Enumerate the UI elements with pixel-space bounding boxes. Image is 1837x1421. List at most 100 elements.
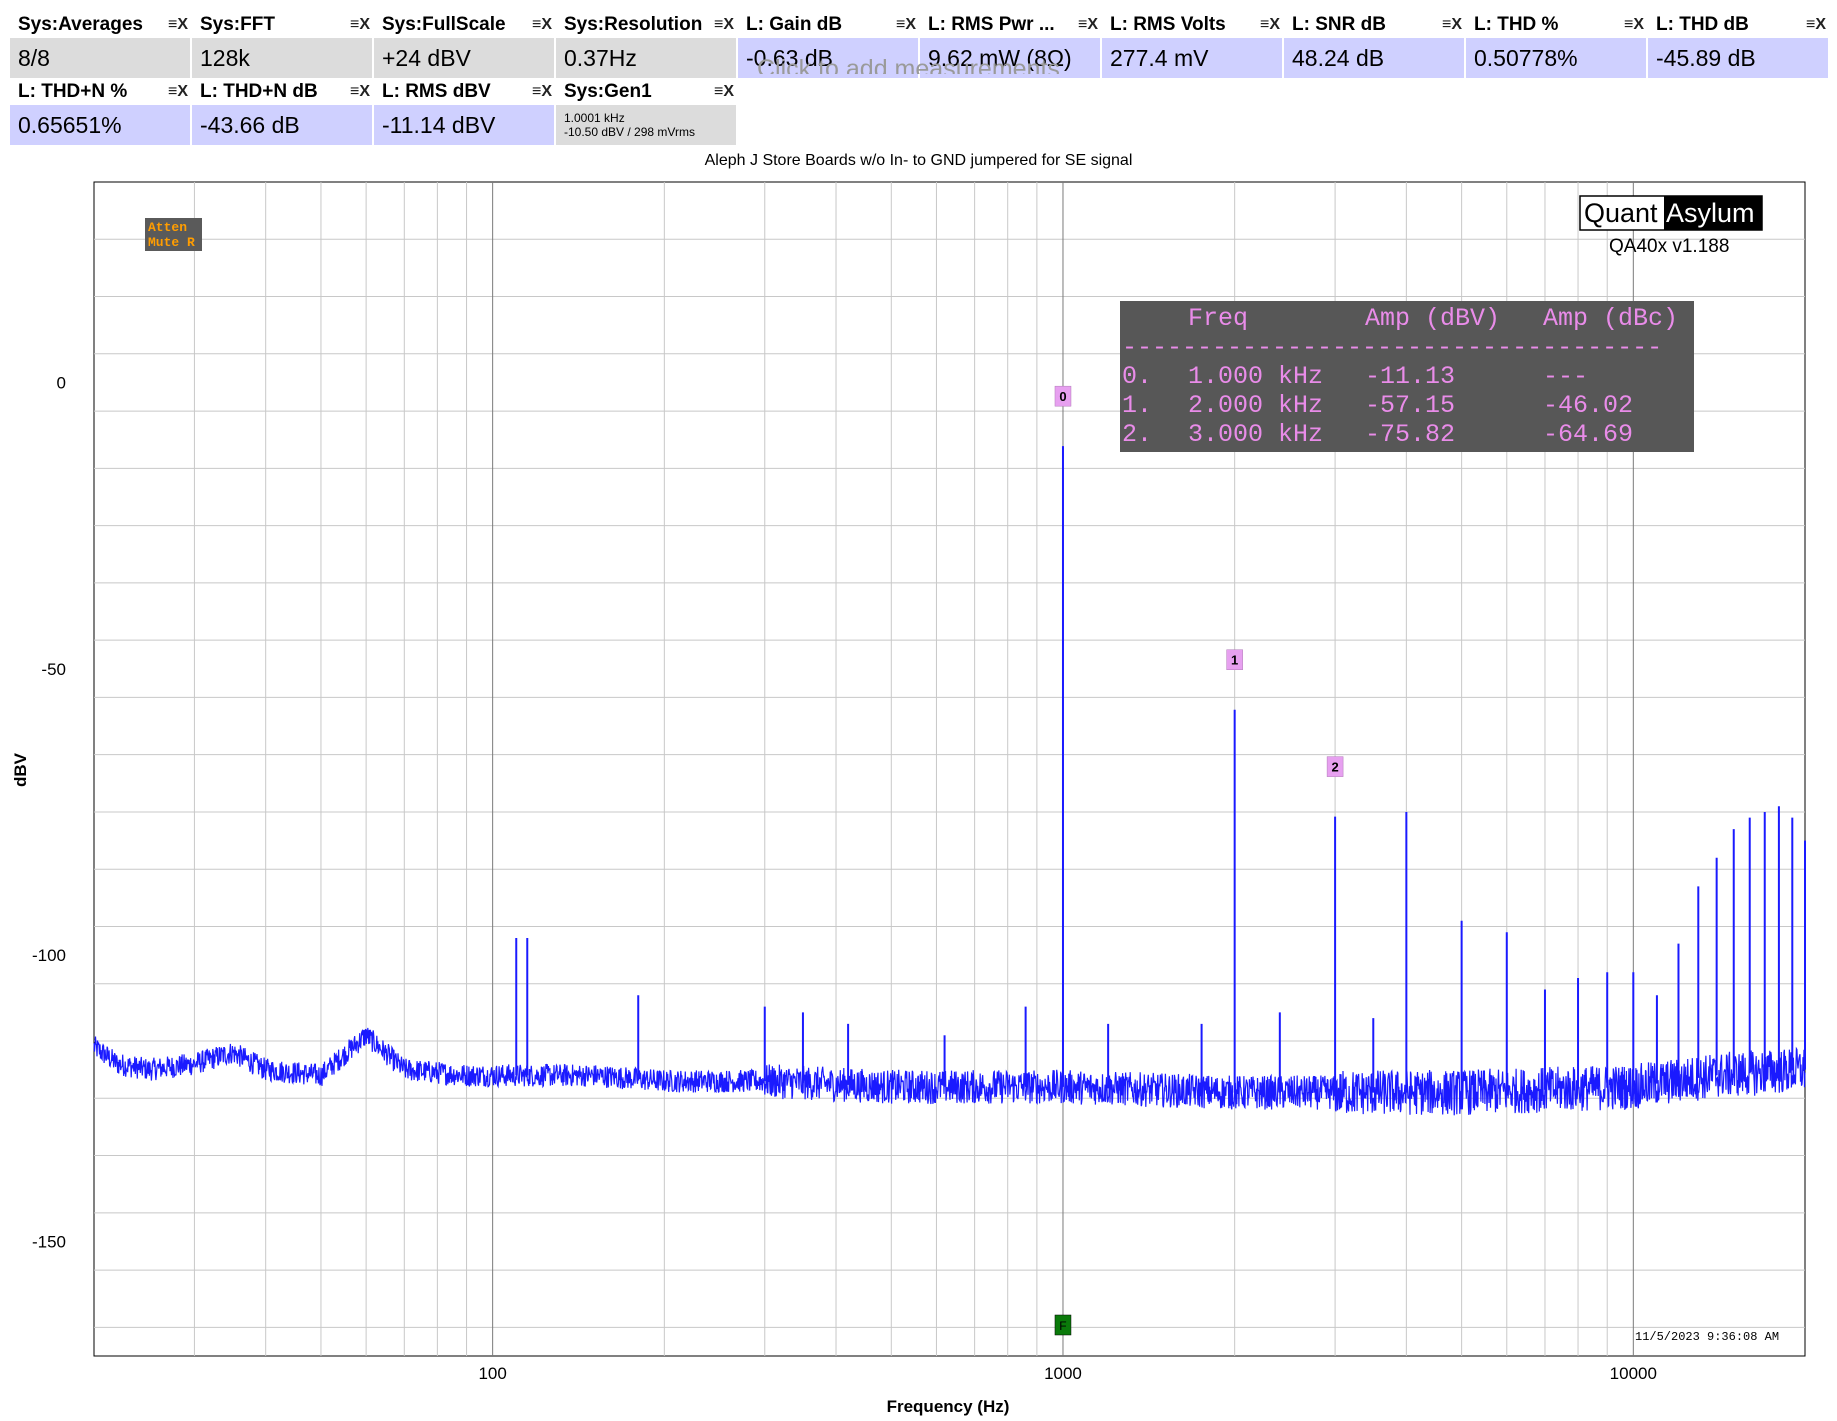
tile-title: Sys:Averages <box>10 12 190 38</box>
measurement-tile[interactable]: L: RMS dBV ≡X -11.14 dBV <box>374 79 554 145</box>
tile-controls: ≡X <box>528 83 552 101</box>
measurement-tile[interactable]: L: THD+N dB ≡X -43.66 dB <box>192 79 372 145</box>
tile-close-icon[interactable]: X <box>541 83 552 100</box>
tile-close-icon[interactable]: X <box>359 83 370 100</box>
tile-controls: ≡X <box>1256 16 1280 34</box>
tile-controls: ≡X <box>1074 16 1098 34</box>
tile-menu-icon[interactable]: ≡ <box>349 16 360 33</box>
tile-controls: ≡X <box>1438 16 1462 34</box>
harmonic-marker <box>1326 756 1344 777</box>
harmonic-table-cell: 1.000 kHz <box>1188 362 1323 391</box>
version-label: QA40x v1.188 <box>1609 236 1729 257</box>
tile-controls: ≡X <box>346 16 370 34</box>
measurement-tile[interactable]: Sys:FullScale ≡X +24 dBV <box>374 12 554 78</box>
tile-value: -0.63 dB <box>738 38 918 78</box>
tile-close-icon[interactable]: X <box>1815 16 1826 33</box>
tile-value: 0.50778% <box>1466 38 1646 78</box>
tile-close-icon[interactable]: X <box>1633 16 1644 33</box>
timestamp: 11/5/2023 9:36:08 AM <box>1635 1330 1779 1344</box>
harmonic-table-header: Amp (dBc) <box>1543 304 1678 333</box>
measurement-tile[interactable]: L: THD dB ≡X -45.89 dB <box>1648 12 1828 78</box>
measurement-tile[interactable]: L: SNR dB ≡X 48.24 dB <box>1284 12 1464 78</box>
tile-close-icon[interactable]: X <box>723 16 734 33</box>
tile-title: L: SNR dB <box>1284 12 1464 38</box>
tile-close-icon[interactable]: X <box>1269 16 1280 33</box>
spectrum-trace <box>93 446 1806 1116</box>
tile-title: L: RMS dBV <box>374 79 554 105</box>
tile-controls: ≡X <box>528 16 552 34</box>
measurement-tile[interactable]: Sys:Averages ≡X 8/8 <box>10 12 190 78</box>
tile-title: L: THD dB <box>1648 12 1828 38</box>
tile-menu-icon[interactable]: ≡ <box>1805 16 1816 33</box>
tile-close-icon[interactable]: X <box>905 16 916 33</box>
tile-menu-icon[interactable]: ≡ <box>531 16 542 33</box>
tile-value: 1.0001 kHz -10.50 dBV / 298 mVrms <box>556 105 736 145</box>
tile-menu-icon[interactable]: ≡ <box>1259 16 1270 33</box>
tile-controls: ≡X <box>1620 16 1644 34</box>
tile-value: 277.4 mV <box>1102 38 1282 78</box>
tile-menu-icon[interactable]: ≡ <box>167 16 178 33</box>
tile-menu-icon[interactable]: ≡ <box>713 16 724 33</box>
tile-controls: ≡X <box>710 16 734 34</box>
measurement-tile[interactable]: Sys:Gen1 ≡X 1.0001 kHz -10.50 dBV / 298 mVr… <box>556 79 736 145</box>
tile-value: -11.14 dBV <box>374 105 554 145</box>
tile-controls: ≡X <box>1802 16 1826 34</box>
tile-title: L: THD+N dB <box>192 79 372 105</box>
tile-title: L: Gain dB <box>738 12 918 38</box>
tile-menu-icon[interactable]: ≡ <box>349 83 360 100</box>
y-tick-label: -50 <box>41 660 66 679</box>
harmonic-table-header: Amp (dBV) <box>1365 304 1500 333</box>
harmonic-marker-label: 1 <box>1231 653 1238 668</box>
tile-title: Sys:Gen1 <box>556 79 736 105</box>
tile-menu-icon[interactable]: ≡ <box>1623 16 1634 33</box>
measurement-tile[interactable]: L: THD % ≡X 0.50778% <box>1466 12 1646 78</box>
tile-close-icon[interactable]: X <box>1087 16 1098 33</box>
tile-value: +24 dBV <box>374 38 554 78</box>
measurement-tile[interactable]: Sys:FFT ≡X 128k <box>192 12 372 78</box>
add-measurements-hint[interactable]: Click to add measurements <box>757 55 1060 74</box>
harmonic-marker-label: 0 <box>1059 389 1066 404</box>
noise-floor-line <box>93 1027 1806 1116</box>
tile-close-icon[interactable]: X <box>1451 16 1462 33</box>
measurement-tile[interactable]: L: RMS Pwr ... ≡X 9.62 mW (8Ω) <box>920 12 1100 78</box>
brand-logo-right: Asylum <box>1666 198 1755 228</box>
gen-frequency: 1.0001 kHz <box>564 111 625 125</box>
x-tick-label: 1000 <box>1044 1364 1082 1383</box>
atten-label: Atten <box>148 220 187 235</box>
tile-value: 0.37Hz <box>556 38 736 78</box>
tile-close-icon[interactable]: X <box>723 83 734 100</box>
tile-close-icon[interactable]: X <box>359 16 370 33</box>
tile-close-icon[interactable]: X <box>177 83 188 100</box>
tile-value: 9.62 mW (8Ω) <box>920 38 1100 78</box>
harmonic-table-cell: -57.15 <box>1365 391 1455 420</box>
brand-logo-dark <box>1664 196 1762 230</box>
y-tick-label: -150 <box>32 1232 66 1251</box>
tile-controls: ≡X <box>892 16 916 34</box>
measurement-tile[interactable]: L: RMS Volts ≡X 277.4 mV <box>1102 12 1282 78</box>
tile-value: -45.89 dB <box>1648 38 1828 78</box>
tile-value: 128k <box>192 38 372 78</box>
harmonic-marker <box>1054 385 1072 407</box>
tile-controls: ≡X <box>346 83 370 101</box>
harmonic-table-cell: 2. <box>1122 420 1152 449</box>
tile-close-icon[interactable]: X <box>541 16 552 33</box>
tile-menu-icon[interactable]: ≡ <box>531 83 542 100</box>
y-axis-label: dBV <box>11 752 30 787</box>
tile-close-icon[interactable]: X <box>177 16 188 33</box>
tile-menu-icon[interactable]: ≡ <box>895 16 906 33</box>
measurement-tile[interactable]: Sys:Resolution ≡X 0.37Hz <box>556 12 736 78</box>
harmonic-table-cell: 2.000 kHz <box>1188 391 1323 420</box>
tile-title: Sys:FullScale <box>374 12 554 38</box>
measurement-tile[interactable]: L: Gain dB ≡X -0.63 dB <box>738 12 918 78</box>
measurement-tile[interactable]: L: THD+N % ≡X 0.65651% <box>10 79 190 145</box>
tile-menu-icon[interactable]: ≡ <box>1077 16 1088 33</box>
harmonic-markers: 0 1 2 F <box>1054 385 1344 1336</box>
tile-menu-icon[interactable]: ≡ <box>167 83 178 100</box>
tile-menu-icon[interactable]: ≡ <box>1441 16 1452 33</box>
mute-label: Mute R <box>148 235 195 250</box>
tile-menu-icon[interactable]: ≡ <box>713 83 724 100</box>
x-tick-label: 100 <box>478 1364 506 1383</box>
tile-controls: ≡X <box>164 83 188 101</box>
atten-indicator <box>145 218 202 251</box>
